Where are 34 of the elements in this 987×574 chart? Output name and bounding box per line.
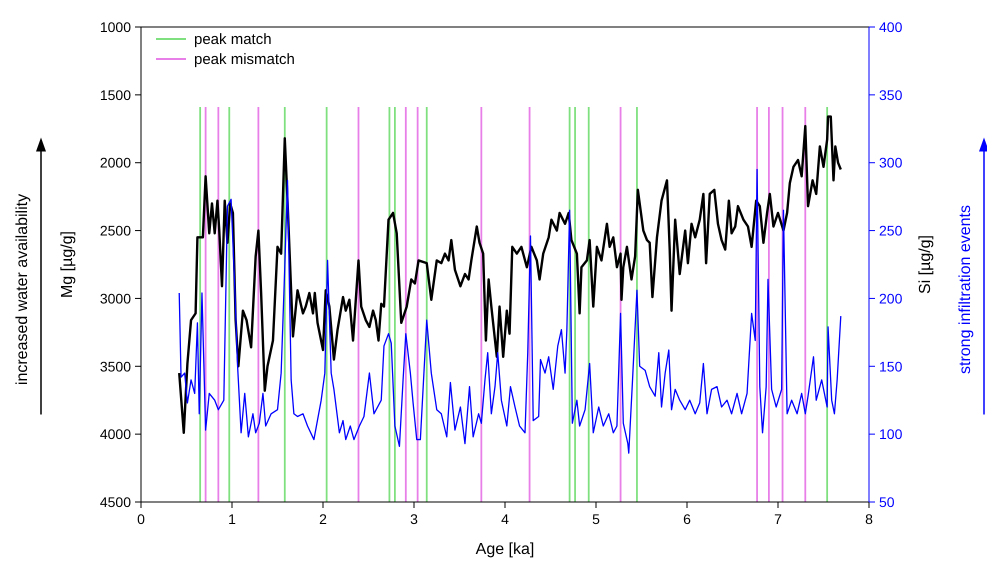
y-tick-label: 2000 [100, 154, 132, 171]
text: strong infiltration events [957, 205, 974, 374]
legend-label: peak match [194, 31, 272, 48]
y2-tick-label: 400 [879, 19, 903, 35]
x-tick-label: 8 [865, 511, 874, 527]
x-tick-label: 1 [228, 511, 236, 527]
y-tick-label: 3500 [100, 358, 132, 374]
y2-tick-label: 200 [879, 290, 903, 306]
x-axis-title: Age [ka] [476, 541, 534, 558]
y-axis-title: Mg [µg/g] [59, 230, 76, 298]
y2-tick-label: 150 [879, 358, 903, 374]
y-tick-label: 1000 [100, 19, 132, 35]
y-tick-label: 3000 [100, 290, 132, 306]
y-tick-label: 1500 [100, 86, 132, 103]
y2-axis-title: Si [µg/g] [917, 234, 934, 294]
y2-tick-label: 100 [879, 426, 903, 442]
x-tick-label: 5 [592, 511, 600, 527]
y2-tick-label: 300 [879, 154, 903, 171]
text: increased water availability [14, 194, 31, 386]
line-series [178, 168, 842, 454]
x-tick-label: 4 [501, 511, 510, 527]
x-tick-label: 6 [683, 511, 692, 527]
x-tick-label: 7 [774, 511, 782, 527]
x-tick-label: 0 [137, 511, 146, 527]
y2-tick-label: 350 [879, 86, 903, 103]
y2-tick-label: 50 [879, 494, 895, 510]
y-tick-label: 4500 [100, 494, 132, 510]
y2-tick-label: 250 [879, 222, 903, 239]
x-tick-label: 2 [319, 511, 328, 527]
line-series [178, 115, 842, 434]
y-tick-label: 4000 [100, 426, 132, 442]
x-tick-label: 3 [410, 511, 418, 527]
y-tick-label: 2500 [100, 222, 132, 239]
legend-label: peak mismatch [194, 51, 295, 68]
